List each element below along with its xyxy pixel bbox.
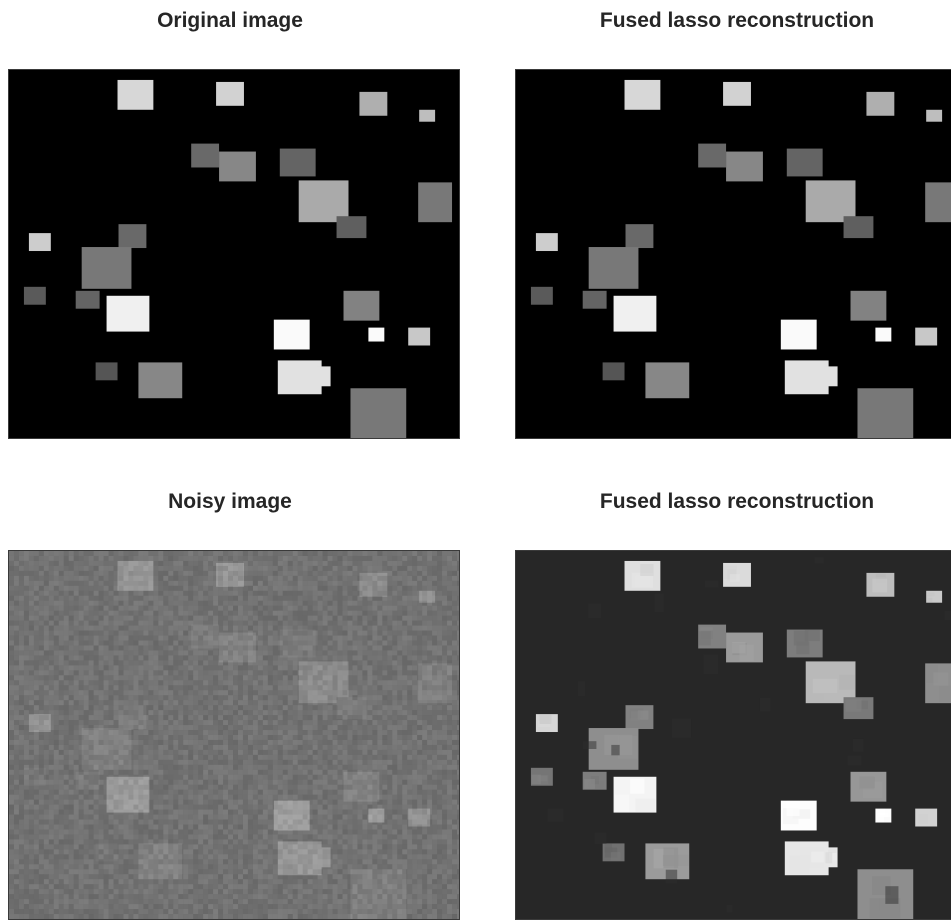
fused-lasso-reconstruction-2-canvas: [516, 551, 951, 919]
image-square: [95, 362, 118, 381]
image-square: [625, 224, 654, 249]
image-square: [191, 143, 220, 168]
image-square: [277, 841, 322, 876]
image-square: [75, 771, 100, 790]
image-square: [726, 151, 763, 182]
original-image: [8, 69, 460, 439]
image-square: [28, 714, 51, 733]
image-square: [316, 366, 331, 387]
image-square: [23, 767, 46, 786]
image-square: [279, 148, 316, 177]
image-square: [117, 560, 154, 591]
fused-lasso-reconstruction-1-canvas: [516, 70, 951, 438]
image-square: [823, 366, 838, 387]
image-square: [277, 360, 322, 395]
image-square: [273, 319, 310, 350]
fused-lasso-reconstruction-1: [515, 69, 951, 439]
image-square: [219, 151, 256, 182]
original-image-canvas: [9, 70, 459, 438]
image-square: [723, 81, 751, 106]
image-square: [602, 362, 625, 381]
fused-lasso-reconstruction-2: [515, 550, 951, 920]
image-square: [95, 843, 118, 862]
image-square: [784, 360, 829, 395]
image-square: [219, 632, 256, 663]
image-square: [368, 808, 385, 823]
image-background: [516, 70, 951, 438]
image-square: [350, 869, 407, 919]
panel-title-fused-reconstruction-1: Fused lasso reconstruction: [599, 9, 875, 32]
image-square: [273, 800, 310, 831]
image-square: [915, 327, 938, 346]
image-square: [106, 776, 150, 813]
image-square: [408, 808, 431, 827]
image-square: [216, 81, 244, 106]
image-square: [805, 180, 856, 223]
image-square: [359, 91, 388, 116]
image-square: [624, 79, 661, 110]
image-square: [588, 247, 639, 289]
image-square: [419, 109, 436, 122]
image-square: [298, 180, 349, 223]
panel-title-noisy: Noisy image: [168, 490, 292, 513]
image-square: [645, 362, 690, 399]
image-square: [925, 182, 951, 223]
image-square: [298, 661, 349, 704]
image-square: [418, 182, 453, 223]
image-square: [857, 388, 914, 438]
image-square: [28, 233, 51, 252]
image-square: [582, 290, 607, 309]
image-square: [535, 233, 558, 252]
image-square: [279, 629, 316, 658]
image-square: [780, 319, 817, 350]
image-square: [850, 290, 887, 321]
image-square: [343, 771, 380, 802]
image-background: [516, 551, 951, 919]
image-square: [843, 216, 874, 239]
image-square: [343, 290, 380, 321]
image-square: [75, 290, 100, 309]
image-square: [698, 143, 727, 168]
image-square: [336, 216, 367, 239]
noisy-image: [8, 550, 460, 920]
image-square: [118, 705, 147, 730]
image-square: [866, 91, 895, 116]
image-square: [106, 295, 150, 332]
image-square: [23, 286, 46, 305]
image-square: [350, 388, 407, 438]
image-square: [786, 148, 823, 177]
panel-title-original: Original image: [157, 9, 303, 32]
image-square: [216, 562, 244, 587]
image-background: [9, 70, 459, 438]
image-square: [138, 362, 183, 399]
image-square: [368, 327, 385, 342]
image-square: [138, 843, 183, 880]
image-square: [926, 109, 943, 122]
image-square: [613, 295, 657, 332]
image-square: [117, 79, 154, 110]
image-square: [530, 286, 553, 305]
image-square: [408, 327, 431, 346]
image-square: [336, 697, 367, 720]
image-square: [81, 728, 132, 770]
image-square: [81, 247, 132, 289]
image-square: [419, 590, 436, 603]
image-square: [418, 663, 453, 704]
image-square: [118, 224, 147, 249]
image-square: [875, 327, 892, 342]
image-square: [316, 847, 331, 868]
image-square: [359, 572, 388, 597]
panel-title-fused-reconstruction-2: Fused lasso reconstruction: [599, 490, 875, 513]
image-square: [191, 624, 220, 649]
noisy-image-canvas: [9, 551, 459, 919]
